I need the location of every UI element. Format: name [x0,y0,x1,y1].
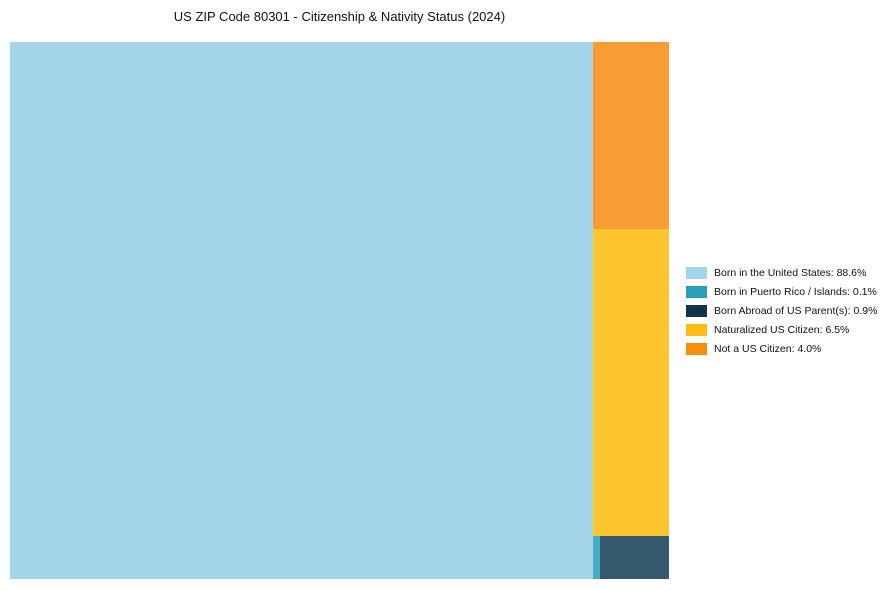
treemap-block-born-in-puerto-rico-islands [592,535,600,579]
legend-swatch-naturalized-us-citizen [686,324,707,336]
treemap-block-born-in-united-states [10,42,593,579]
legend-label: Born in the United States: 88.6% [714,267,867,279]
legend-swatch-not-a-us-citizen [686,343,707,355]
treemap-plot [10,42,669,579]
legend-label: Not a US Citizen: 4.0% [714,343,822,355]
legend-swatch-born-in-united-states [686,267,707,279]
legend-swatch-born-abroad-of-us-parents [686,305,707,317]
legend-item-born-in-puerto-rico-islands: Born in Puerto Rico / Islands: 0.1% [686,286,877,298]
legend-item-naturalized-us-citizen: Naturalized US Citizen: 6.5% [686,324,877,336]
legend-item-born-in-united-states: Born in the United States: 88.6% [686,267,877,279]
legend-label: Naturalized US Citizen: 6.5% [714,324,850,336]
treemap-block-born-abroad-of-us-parents [599,535,669,579]
legend: Born in the United States: 88.6% Born in … [686,267,877,355]
legend-label: Born Abroad of US Parent(s): 0.9% [714,305,878,317]
legend-item-not-a-us-citizen: Not a US Citizen: 4.0% [686,343,877,355]
treemap-block-not-a-us-citizen [592,42,669,229]
treemap-block-naturalized-us-citizen [592,228,669,536]
legend-item-born-abroad-of-us-parents: Born Abroad of US Parent(s): 0.9% [686,305,877,317]
chart-title: US ZIP Code 80301 - Citizenship & Nativi… [173,9,506,24]
legend-swatch-born-in-puerto-rico-islands [686,286,707,298]
legend-label: Born in Puerto Rico / Islands: 0.1% [714,286,877,298]
